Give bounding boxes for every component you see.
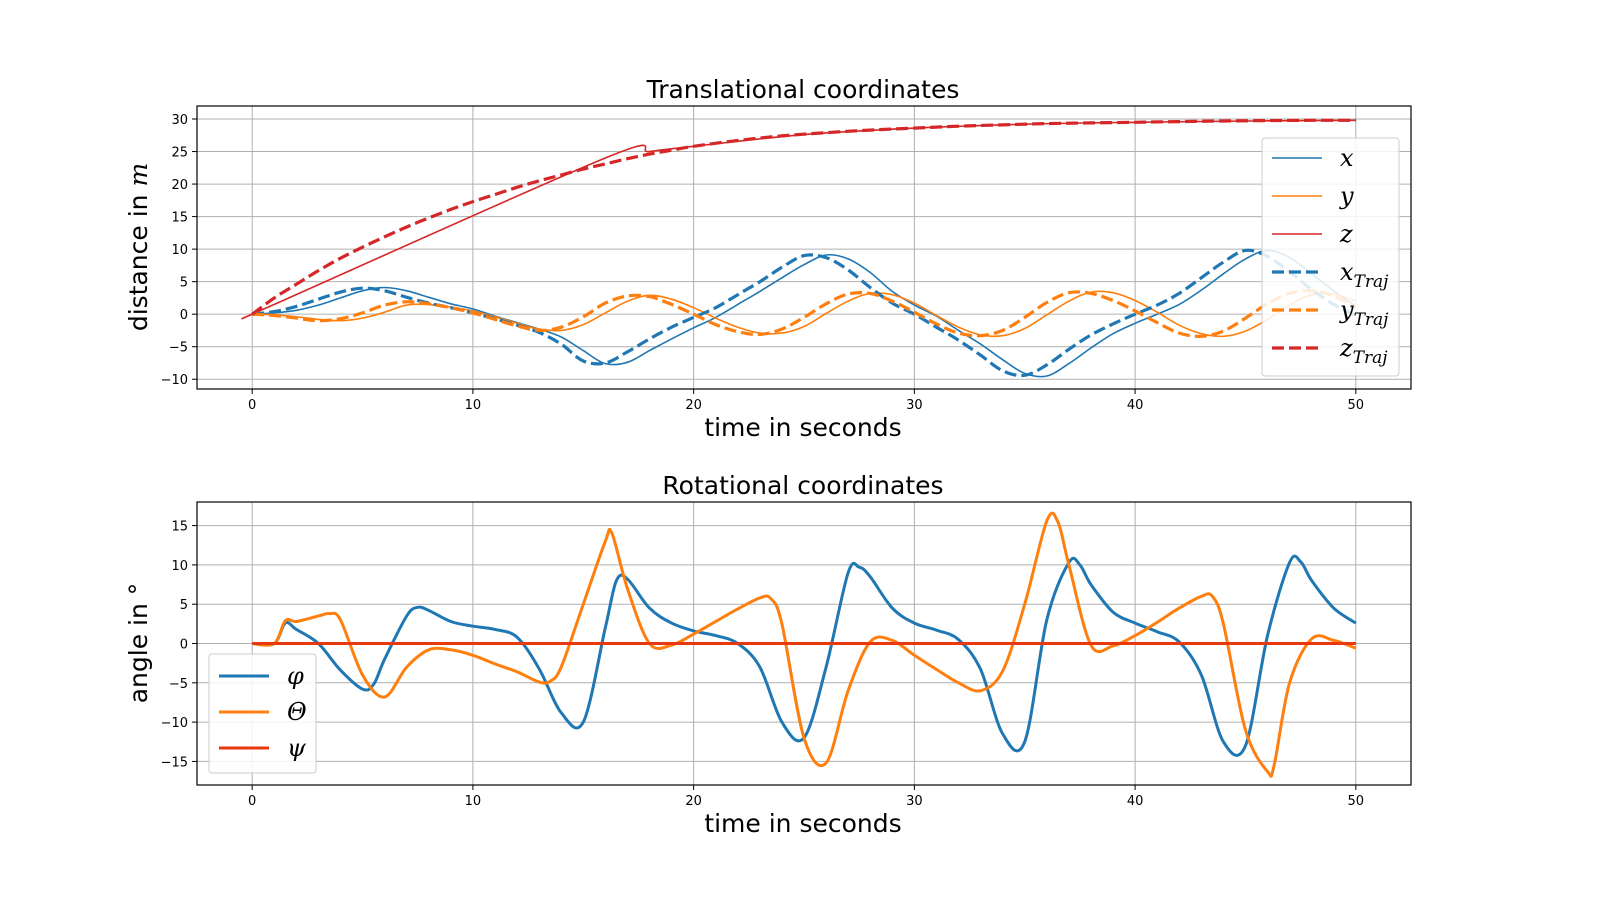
x-tick-label: 50 xyxy=(1348,794,1365,809)
series-line-4 xyxy=(252,248,1357,378)
x-tick-label: 40 xyxy=(1127,794,1144,809)
series-line-5 xyxy=(252,289,1357,338)
x-tick-label: 40 xyxy=(1127,398,1144,413)
y-tick-label: 15 xyxy=(171,520,188,535)
translational-xlabel: time in seconds xyxy=(704,413,901,442)
series-line-1 xyxy=(252,249,1357,378)
rotational-xlabel: time in seconds xyxy=(704,809,901,838)
y-tick-label: 30 xyxy=(171,113,188,128)
y-tick-label: 10 xyxy=(171,559,188,574)
x-tick-label: 20 xyxy=(685,398,702,413)
y-tick-label: −5 xyxy=(169,677,188,692)
y-tick-label: −5 xyxy=(169,341,188,356)
x-tick-label: 10 xyxy=(465,398,482,413)
y-tick-label: 0 xyxy=(180,308,188,323)
x-tick-label: 0 xyxy=(248,398,256,413)
translational-axes: Translational coordinates time in second… xyxy=(124,75,1412,442)
x-tick-label: 50 xyxy=(1348,398,1365,413)
legend-label: ψ xyxy=(287,734,307,762)
rotational-axes: Rotational coordinates time in seconds a… xyxy=(124,471,1412,838)
y-tick-label: −15 xyxy=(161,755,188,770)
y-tick-label: 20 xyxy=(171,178,188,193)
legend: φΘψ xyxy=(208,653,317,774)
translational-ylabel-text: distance in xyxy=(124,187,153,332)
x-tick-label: 30 xyxy=(906,398,923,413)
y-tick-label: 0 xyxy=(180,638,188,653)
y-tick-label: 5 xyxy=(180,598,188,613)
series-line-6 xyxy=(251,118,1356,316)
y-tick-label: 15 xyxy=(171,211,188,226)
x-tick-label: 10 xyxy=(465,794,482,809)
translational-title: Translational coordinates xyxy=(646,75,960,104)
translational-ylabel: distance in m xyxy=(124,163,153,331)
y-tick-label: 25 xyxy=(171,146,188,161)
y-tick-label: 10 xyxy=(171,243,188,258)
legend-label: y xyxy=(1339,182,1354,210)
series-line-2 xyxy=(252,511,1357,778)
y-tick-label: 5 xyxy=(180,276,188,291)
rotational-ylabel: angle in ° xyxy=(124,583,153,704)
x-tick-label: 0 xyxy=(248,794,256,809)
y-tick-label: −10 xyxy=(161,373,188,388)
legend-label: Θ xyxy=(287,698,307,726)
legend-label: x xyxy=(1340,144,1354,172)
y-tick-label: −10 xyxy=(161,716,188,731)
legend-label: φ xyxy=(287,662,304,690)
rotational-title: Rotational coordinates xyxy=(662,471,943,500)
axes-frame xyxy=(196,105,1412,390)
translational-ylabel-unit: m xyxy=(124,163,153,187)
legend-label: z xyxy=(1339,220,1353,248)
x-tick-label: 20 xyxy=(685,794,702,809)
series-line-3 xyxy=(241,119,1356,320)
x-tick-label: 30 xyxy=(906,794,923,809)
